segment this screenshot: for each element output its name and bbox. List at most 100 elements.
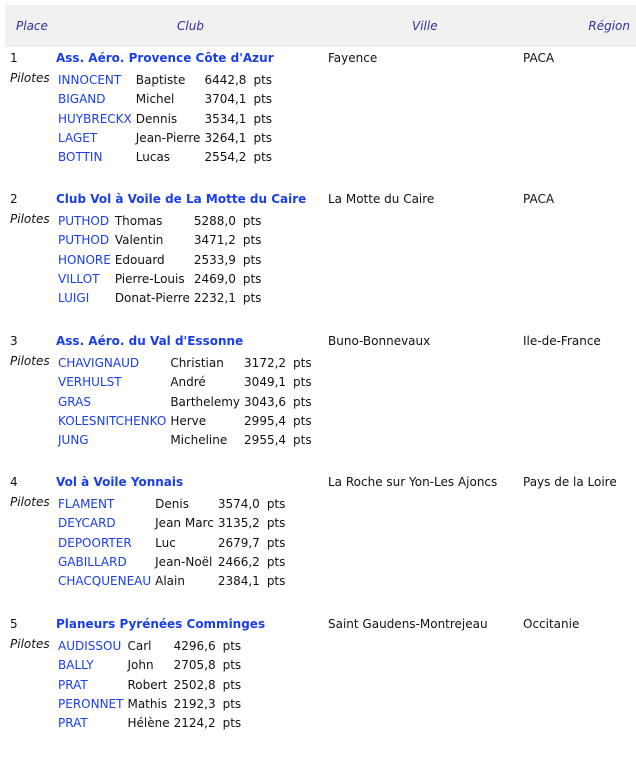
pilot-score: 3264,1 <box>204 130 247 145</box>
pilot-firstname: Herve <box>170 413 207 428</box>
pilot-score: 6442,8 <box>204 73 247 87</box>
pilot-score: 3135,2 <box>217 516 260 531</box>
pilot-score: 3534,1 <box>204 111 247 126</box>
pilot-name-link[interactable]: CHACQUENEAU <box>58 574 152 589</box>
pilot-name-link[interactable]: BIGAND <box>58 92 106 107</box>
pilot-row: CHAVIGNAUD Christian 3172,2 pts <box>56 354 314 373</box>
pilot-score: 2502,8 <box>173 677 216 692</box>
club-link[interactable]: Ass. Aéro. Provence Côte d'Azur <box>56 51 274 65</box>
pilot-firstname: Jean Marc <box>155 516 214 531</box>
pilot-row: HUYBRECKX Dennis 3534,1 pts <box>56 110 274 129</box>
pts-unit: pts <box>293 356 312 370</box>
pilot-firstname: Hélène <box>127 716 170 731</box>
pilot-name-link[interactable]: PERONNET <box>58 696 124 711</box>
pts-unit: pts <box>242 214 262 228</box>
club-ville: Saint Gaudens-Montrejeau <box>328 617 488 631</box>
pilot-firstname: Denis <box>155 497 189 511</box>
pilot-firstname: Valentin <box>114 233 164 248</box>
pilot-name-link[interactable]: DEPOORTER <box>58 535 132 550</box>
pts-unit: pts <box>222 716 242 731</box>
pilot-name-link[interactable]: PRAT <box>58 677 88 692</box>
pilot-row: LAGET Jean-Pierre 3264,1 pts <box>56 129 274 148</box>
pilot-name-link[interactable]: PUTHOD <box>58 233 110 248</box>
club-ville: La Roche sur Yon-Les Ajoncs <box>328 475 498 489</box>
pilot-score: 4296,6 <box>173 639 216 653</box>
club-place: 5 <box>10 617 18 631</box>
club-link[interactable]: Planeurs Pyrénées Comminges <box>56 617 266 631</box>
pilot-row: BALLY John 2705,8 pts <box>56 656 243 675</box>
club-link[interactable]: Club Vol à Voile de La Motte du Caire <box>56 192 307 206</box>
pilot-row: CHACQUENEAU Alain 2384,1 pts <box>56 572 287 591</box>
pilot-firstname: Edouard <box>114 252 165 267</box>
pilot-row: JUNG Micheline 2955,4 pts <box>56 431 314 450</box>
pilot-name-link[interactable]: GABILLARD <box>58 554 127 569</box>
pilot-firstname: Luc <box>155 535 176 550</box>
club-region: Ile-de-France <box>523 334 601 348</box>
pts-unit: pts <box>266 535 286 550</box>
pilot-name-link[interactable]: KOLESNITCHENKO <box>58 413 167 428</box>
pilot-name-link[interactable]: VERHULST <box>58 375 122 390</box>
pts-unit: pts <box>222 696 242 711</box>
pilot-firstname: Christian <box>170 356 224 370</box>
club-ville: Fayence <box>328 51 378 65</box>
pilot-name-link[interactable]: HONORE <box>58 252 111 267</box>
pilot-score: 2232,1 <box>193 291 236 306</box>
pilot-row: BOTTIN Lucas 2554,2 pts <box>56 148 274 167</box>
pilot-score: 3043,6 <box>244 394 287 409</box>
pts-unit: pts <box>242 233 262 248</box>
pts-unit: pts <box>242 291 262 306</box>
pilot-name-link[interactable]: LAGET <box>58 130 98 145</box>
pilot-firstname: Thomas <box>114 214 163 228</box>
pilot-name-link[interactable]: VILLOT <box>58 271 100 286</box>
pilot-row: PRAT Robert 2502,8 pts <box>56 676 243 695</box>
pilot-row: GRAS Barthelemy 3043,6 pts <box>56 393 314 412</box>
pts-unit: pts <box>222 639 242 653</box>
pts-unit: pts <box>293 413 312 428</box>
pilot-firstname: Robert <box>127 677 168 692</box>
pts-unit: pts <box>293 375 312 390</box>
pilot-row: PRAT Hélène 2124,2 pts <box>56 714 243 733</box>
pilot-name-link[interactable]: INNOCENT <box>58 73 122 87</box>
pts-unit: pts <box>222 658 242 673</box>
pilot-score: 3172,2 <box>244 356 287 370</box>
pilotes-label: Pilotes <box>10 495 50 509</box>
pts-unit: pts <box>253 130 273 145</box>
pilot-name-link[interactable]: AUDISSOU <box>58 639 122 653</box>
pilot-name-link[interactable]: HUYBRECKX <box>58 111 132 126</box>
pilot-name-link[interactable]: PRAT <box>58 716 88 731</box>
pilot-name-link[interactable]: BOTTIN <box>58 150 103 165</box>
club-link[interactable]: Ass. Aéro. du Val d'Essonne <box>56 334 244 348</box>
club-entry: 5 Planeurs Pyrénées Comminges Saint Gaud… <box>0 617 636 758</box>
pilot-row: GABILLARD Jean-Noël 2466,2 pts <box>56 553 287 572</box>
pilotes-label: Pilotes <box>10 637 50 651</box>
pts-unit: pts <box>266 497 286 511</box>
pilot-firstname: Baptiste <box>135 73 186 87</box>
pilot-score: 2469,0 <box>193 271 236 286</box>
pilot-score: 2679,7 <box>217 535 260 550</box>
pilot-row: BIGAND Michel 3704,1 pts <box>56 90 274 109</box>
pts-unit: pts <box>266 516 286 531</box>
pilot-row: PERONNET Mathis 2192,3 pts <box>56 695 243 714</box>
pilot-name-link[interactable]: DEYCARD <box>58 516 116 531</box>
pilot-row: PUTHOD Thomas 5288,0 pts <box>56 212 263 231</box>
pilot-firstname: Jean-Pierre <box>135 130 201 145</box>
pilot-name-link[interactable]: LUIGI <box>58 291 90 306</box>
pilot-name-link[interactable]: JUNG <box>58 433 89 448</box>
club-link[interactable]: Vol à Voile Yonnais <box>56 475 184 489</box>
pilot-score: 3574,0 <box>217 497 260 511</box>
pilot-firstname: Donat-Pierre <box>114 291 190 306</box>
pilot-row: KOLESNITCHENKO Herve 2995,4 pts <box>56 412 314 431</box>
pilot-name-link[interactable]: CHAVIGNAUD <box>58 356 140 370</box>
pilot-firstname: Pierre-Louis <box>114 271 185 286</box>
pilot-name-link[interactable]: GRAS <box>58 394 91 409</box>
pilot-firstname: Lucas <box>135 150 171 165</box>
pilot-firstname: Barthelemy <box>170 394 241 409</box>
pts-unit: pts <box>266 554 286 569</box>
pilot-row: AUDISSOU Carl 4296,6 pts <box>56 637 243 656</box>
pilot-name-link[interactable]: BALLY <box>58 658 94 673</box>
club-place: 1 <box>10 51 18 65</box>
pilot-score: 5288,0 <box>193 214 236 228</box>
pilot-name-link[interactable]: PUTHOD <box>58 214 110 228</box>
pilot-name-link[interactable]: FLAMENT <box>58 497 115 511</box>
pilot-table: AUDISSOU Carl 4296,6 pts BALLY John 2705… <box>56 637 243 733</box>
